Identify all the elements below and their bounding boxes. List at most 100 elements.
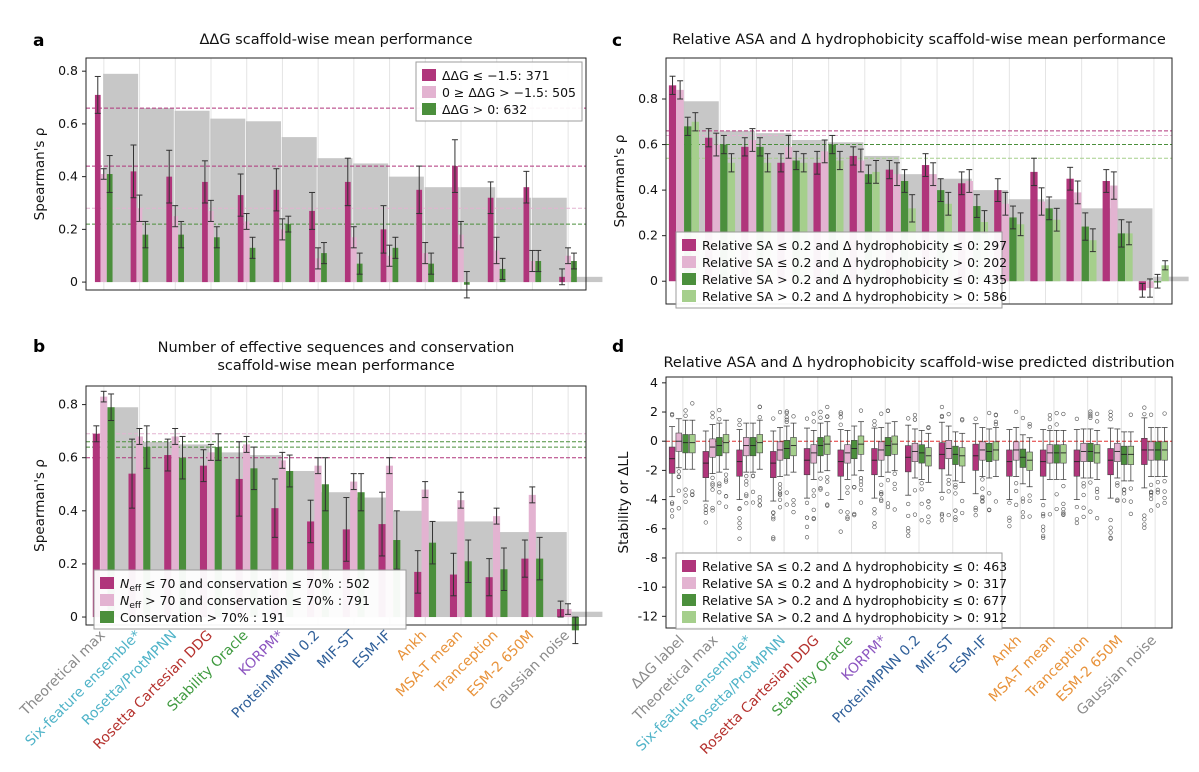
panel-d-ytick-label: -6 xyxy=(646,521,659,536)
panel-b-series-1-bar xyxy=(414,571,422,618)
panel-c-series-4-bar xyxy=(727,162,736,282)
panel-c-title: Relative ASA and Δ hydrophobicity scaffo… xyxy=(672,32,1166,48)
panel-c-chart: 0 0.2 0.4 0.6 0.8 Spearman's ρ Relative ASA an… xyxy=(612,32,1189,309)
panel-d-xtick-label: ESM-IF xyxy=(947,633,992,678)
panel-c-ytick-label: 0.6 xyxy=(638,137,658,152)
panel-d-outlier xyxy=(1074,517,1079,522)
panel-d-outlier xyxy=(946,412,951,417)
panel-d-outlier xyxy=(703,503,708,508)
panel-a-legend-label: ΔΔG ≤ −1.5: 371 xyxy=(442,68,550,83)
panel-b-series-3-bar xyxy=(286,470,294,618)
panel-d-outlier xyxy=(1162,495,1167,501)
panel-d-ytick-label: -10 xyxy=(638,579,658,594)
panel-d-outlier xyxy=(804,500,810,505)
panel-d-outlier xyxy=(1020,415,1025,421)
panel-d-outlier xyxy=(1041,524,1046,529)
panel-a-series-1-bar xyxy=(452,166,458,283)
panel-d-outlier xyxy=(1074,504,1079,510)
panel-a-series-3-bar xyxy=(213,237,220,283)
panel-d-series-3-box xyxy=(851,440,858,460)
panel-b-legend-swatch xyxy=(100,577,114,589)
panel-d-outlier xyxy=(710,481,715,486)
panel-b-legend-box xyxy=(93,569,407,630)
panel-d-outlier xyxy=(939,511,945,517)
panel-c-legend-label: Relative SA ≤ 0.2 and Δ hydrophobicity >… xyxy=(702,255,1007,270)
panel-a-series-3-bar xyxy=(142,234,149,283)
panel-d-ytick-label: 4 xyxy=(650,375,658,390)
panel-c-series-4-bar xyxy=(691,121,699,282)
panel-d-outlier xyxy=(784,410,789,416)
panel-d-outlier xyxy=(1142,513,1147,518)
panel-d-outlier xyxy=(1007,515,1012,520)
panel-c-series-3-bar xyxy=(792,160,800,282)
panel-d-outlier xyxy=(676,488,681,493)
panel-d-outlier xyxy=(710,505,715,511)
panel-d-series-4-box xyxy=(1093,444,1101,464)
panel-d-outlier xyxy=(818,487,823,492)
panel-d-series-1-box xyxy=(1141,437,1148,465)
panel-d-outlier xyxy=(1148,482,1154,488)
panel-d-outlier xyxy=(852,511,857,517)
panel-d-series-2-box xyxy=(844,444,851,464)
panel-d-legend-label: Relative SA ≤ 0.2 and Δ hydrophobicity ≤… xyxy=(702,559,1007,574)
panel-d-outlier xyxy=(710,475,715,480)
panel-d-outlier xyxy=(892,471,897,476)
panel-d-outlier xyxy=(791,502,796,507)
panel-d-outlier xyxy=(710,508,715,513)
panel-d-outlier xyxy=(1121,491,1127,496)
panel-a-theoretical-max-bar xyxy=(567,276,603,283)
panel-d-series-4-box xyxy=(756,434,763,454)
panel-d-outlier xyxy=(757,404,762,410)
panel-d-outlier xyxy=(939,404,945,410)
panel-d-outlier xyxy=(912,417,918,422)
panel-d-outlier xyxy=(1108,530,1113,535)
panel-d-outlier xyxy=(1108,413,1113,418)
panel-d-outlier xyxy=(737,525,742,531)
panel-d-series-4-box xyxy=(722,434,730,454)
panel-b-legend-label: Neff ≤ 70 and conservation ≤ 70% : 502 xyxy=(120,576,370,594)
panel-d-outlier xyxy=(1128,486,1133,491)
panel-d-outlier xyxy=(838,529,843,534)
panel-d-outlier xyxy=(1088,409,1093,414)
panel-d-outlier xyxy=(1047,417,1052,422)
panel-b-title: scaffold-wise mean performance xyxy=(217,358,454,374)
panel-c-series-4-bar xyxy=(1161,265,1169,282)
panel-d-outlier xyxy=(825,475,830,480)
panel-d-outlier xyxy=(1061,484,1066,489)
panel-d-outlier xyxy=(946,489,951,494)
panel-d-outlier xyxy=(912,412,918,418)
panel-d-outlier xyxy=(879,497,884,502)
panel-d-outlier xyxy=(960,418,965,423)
panel-d-outlier xyxy=(906,416,911,421)
panel-d-outlier xyxy=(885,501,891,506)
panel-d-outlier xyxy=(1108,409,1113,414)
panel-b-series-1-bar xyxy=(307,521,315,618)
panel-c-legend-label: Relative SA > 0.2 and Δ hydrophobicity ≤… xyxy=(702,272,1007,287)
panel-d-outlier xyxy=(771,535,776,540)
panel-d-outlier xyxy=(919,481,924,486)
panel-d-legend-label: Relative SA > 0.2 and Δ hydrophobicity ≤… xyxy=(702,593,1007,608)
panel-c-series-2-bar xyxy=(929,174,937,282)
panel-d-series-3-box xyxy=(783,440,790,460)
panel-d-outlier xyxy=(1061,512,1066,517)
panel-d-outlier xyxy=(960,510,965,516)
panel-d-outlier xyxy=(710,415,715,420)
panel-c-ytick-label: 0.4 xyxy=(638,182,658,197)
panel-d-outlier xyxy=(825,491,830,497)
panel-b-series-3-bar xyxy=(464,561,472,618)
panel-d-series-2-box xyxy=(979,441,986,461)
panel-a-series-2-bar xyxy=(172,216,179,283)
panel-d-outlier xyxy=(1162,411,1167,416)
panel-d-series-3-box xyxy=(952,445,959,465)
panel-b-series-3-bar xyxy=(500,569,508,618)
panel-d-outlier xyxy=(784,409,789,414)
panel-b-series-2-bar xyxy=(350,481,358,618)
panel-b-ylabel: Spearman's ρ xyxy=(32,459,48,552)
panel-c-series-2-bar xyxy=(1110,185,1118,282)
panel-a-letter: a xyxy=(33,31,44,51)
panel-b-series-1-bar xyxy=(92,433,100,618)
panel-d-outlier xyxy=(946,512,951,518)
panel-b-xtick-label: ESM-IF xyxy=(350,628,395,673)
panel-a-legend-swatch xyxy=(422,86,436,98)
panel-b-theoretical-max-bar xyxy=(567,611,603,618)
